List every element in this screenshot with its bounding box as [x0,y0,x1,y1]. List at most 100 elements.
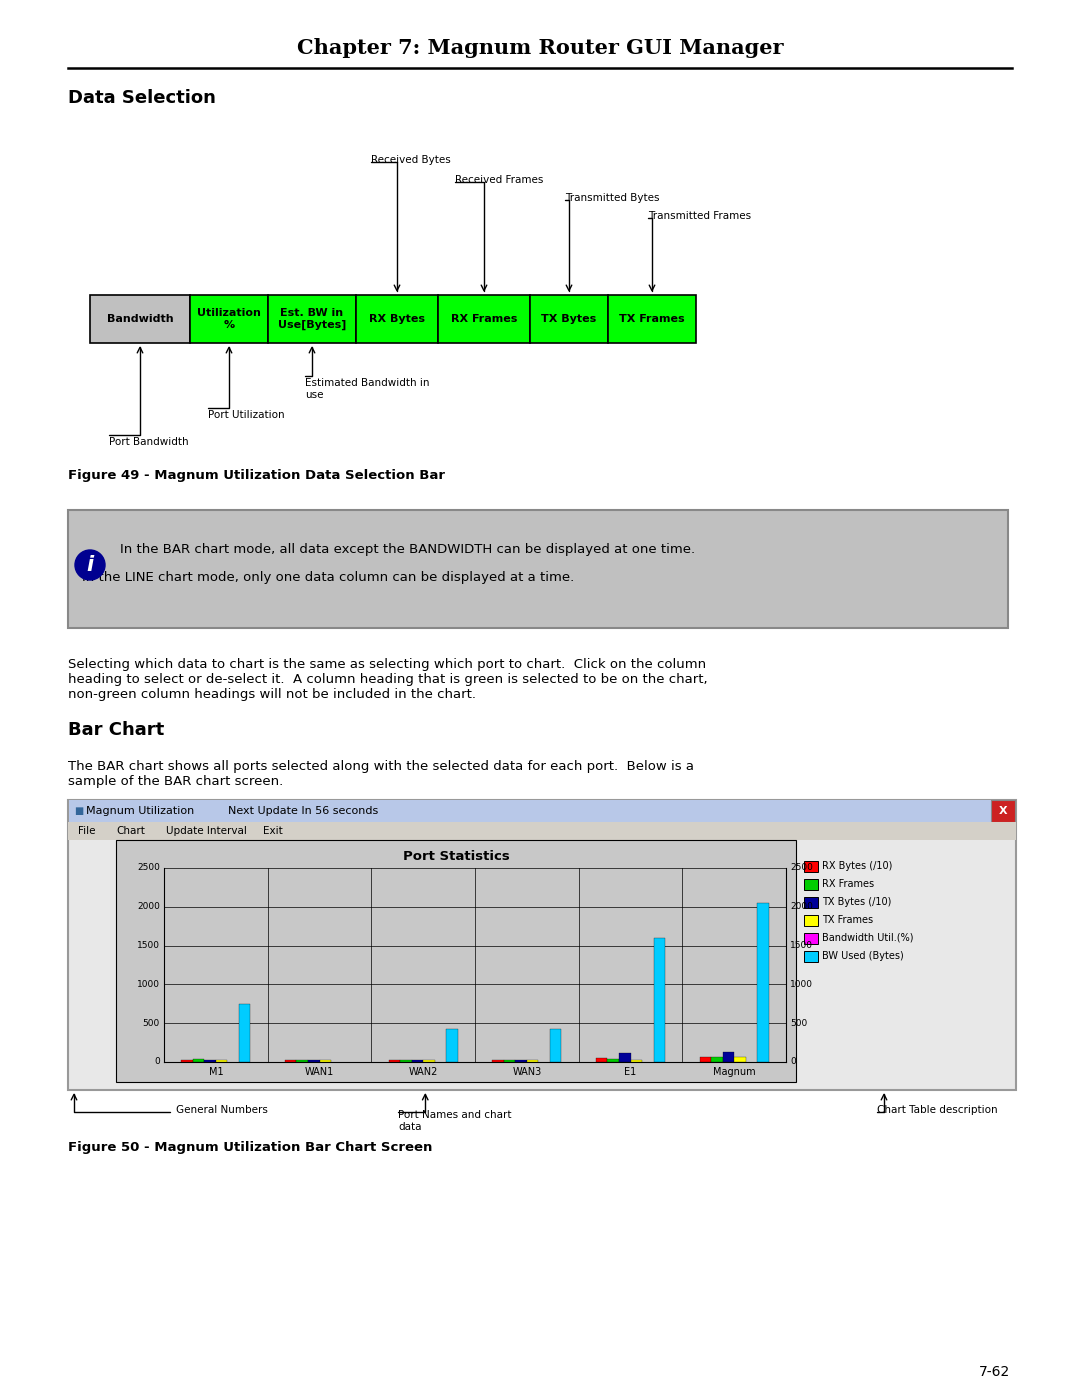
Text: 2000: 2000 [137,902,160,911]
Text: Next Update In 56 seconds: Next Update In 56 seconds [228,806,378,816]
Text: File: File [78,826,95,835]
Text: 2500: 2500 [789,863,813,873]
FancyBboxPatch shape [723,1052,734,1062]
FancyBboxPatch shape [700,1058,711,1062]
Text: BW Used (Bytes): BW Used (Bytes) [822,951,904,961]
FancyBboxPatch shape [438,295,530,344]
FancyBboxPatch shape [804,897,818,908]
FancyBboxPatch shape [285,1060,297,1062]
Text: WAN1: WAN1 [305,1067,334,1077]
FancyBboxPatch shape [297,1060,308,1062]
FancyBboxPatch shape [757,902,769,1062]
Text: WAN3: WAN3 [512,1067,541,1077]
Text: Magnum: Magnum [713,1067,756,1077]
Text: RX Frames: RX Frames [450,314,517,324]
FancyBboxPatch shape [608,295,696,344]
Text: 1000: 1000 [137,979,160,989]
Text: TX Frames: TX Frames [619,314,685,324]
Text: RX Frames: RX Frames [822,879,874,888]
FancyBboxPatch shape [530,295,608,344]
FancyBboxPatch shape [389,1060,400,1062]
Text: Transmitted Bytes: Transmitted Bytes [565,193,660,203]
Text: 1000: 1000 [789,979,813,989]
FancyBboxPatch shape [446,1030,458,1062]
Text: The BAR chart shows all ports selected along with the selected data for each por: The BAR chart shows all ports selected a… [68,760,694,788]
FancyBboxPatch shape [734,1058,745,1062]
FancyBboxPatch shape [550,1030,562,1062]
Text: ■: ■ [75,806,83,816]
Text: M1: M1 [208,1067,224,1077]
FancyBboxPatch shape [492,1060,503,1062]
FancyBboxPatch shape [596,1058,607,1062]
FancyBboxPatch shape [804,951,818,963]
Text: 2000: 2000 [789,902,813,911]
FancyBboxPatch shape [804,915,818,926]
Text: 1500: 1500 [789,942,813,950]
Text: 1500: 1500 [137,942,160,950]
Text: Utilization
%: Utilization % [197,309,261,330]
FancyBboxPatch shape [804,879,818,890]
FancyBboxPatch shape [804,861,818,872]
FancyBboxPatch shape [268,295,356,344]
FancyBboxPatch shape [116,840,796,1083]
Text: Data Selection: Data Selection [68,89,216,108]
FancyBboxPatch shape [619,1053,631,1062]
Text: Received Bytes: Received Bytes [372,155,450,165]
Text: Selecting which data to chart is the same as selecting which port to chart.  Cli: Selecting which data to chart is the sam… [68,658,707,701]
Text: 500: 500 [143,1018,160,1028]
FancyBboxPatch shape [69,800,991,821]
Text: Figure 49 - Magnum Utilization Data Selection Bar: Figure 49 - Magnum Utilization Data Sele… [68,468,445,482]
Text: 500: 500 [789,1018,807,1028]
Text: Bandwidth Util.(%): Bandwidth Util.(%) [822,933,914,943]
Text: RX Bytes: RX Bytes [369,314,426,324]
Text: In the LINE chart mode, only one data column can be displayed at a time.: In the LINE chart mode, only one data co… [82,571,575,584]
Text: Est. BW in
Use[Bytes]: Est. BW in Use[Bytes] [278,309,347,330]
Text: Port Utilization: Port Utilization [208,409,285,420]
Text: Port Names and chart
data: Port Names and chart data [399,1111,512,1132]
FancyBboxPatch shape [515,1060,527,1062]
Text: X: X [999,806,1008,816]
FancyBboxPatch shape [607,1059,619,1062]
FancyBboxPatch shape [804,933,818,944]
Text: Bandwidth: Bandwidth [107,314,173,324]
FancyBboxPatch shape [400,1060,411,1062]
Text: Chart Table description: Chart Table description [877,1105,998,1115]
FancyBboxPatch shape [423,1060,434,1062]
FancyBboxPatch shape [527,1060,538,1062]
Text: Estimated Bandwidth in
use: Estimated Bandwidth in use [305,379,430,400]
FancyBboxPatch shape [68,800,1016,1090]
Text: Received Frames: Received Frames [455,175,543,184]
Text: Port Statistics: Port Statistics [403,849,510,862]
FancyBboxPatch shape [239,1004,251,1062]
FancyBboxPatch shape [631,1060,642,1062]
Text: Exit: Exit [264,826,283,835]
FancyBboxPatch shape [411,1060,423,1062]
FancyBboxPatch shape [356,295,438,344]
Text: RX Bytes (/10): RX Bytes (/10) [822,861,892,870]
Text: Bar Chart: Bar Chart [68,721,164,739]
FancyBboxPatch shape [181,1060,193,1062]
Text: TX Frames: TX Frames [822,915,873,925]
Text: 2500: 2500 [137,863,160,873]
FancyBboxPatch shape [653,937,665,1062]
Text: General Numbers: General Numbers [176,1105,268,1115]
Circle shape [75,550,105,580]
FancyBboxPatch shape [991,800,1015,821]
Text: Update Interval: Update Interval [166,826,247,835]
FancyBboxPatch shape [90,295,190,344]
Text: Magnum Utilization: Magnum Utilization [86,806,194,816]
Text: WAN2: WAN2 [408,1067,437,1077]
FancyBboxPatch shape [193,1059,204,1062]
Text: In the BAR chart mode, all data except the BANDWIDTH can be displayed at one tim: In the BAR chart mode, all data except t… [120,543,696,556]
Text: TX Bytes: TX Bytes [541,314,596,324]
Text: E1: E1 [624,1067,636,1077]
FancyBboxPatch shape [216,1060,228,1062]
Text: Chapter 7: Magnum Router GUI Manager: Chapter 7: Magnum Router GUI Manager [297,38,783,59]
FancyBboxPatch shape [68,510,1008,629]
FancyBboxPatch shape [68,821,1016,840]
FancyBboxPatch shape [308,1060,320,1062]
FancyBboxPatch shape [190,295,268,344]
FancyBboxPatch shape [320,1060,330,1062]
Text: 7-62: 7-62 [978,1365,1010,1379]
Text: Chart: Chart [116,826,145,835]
